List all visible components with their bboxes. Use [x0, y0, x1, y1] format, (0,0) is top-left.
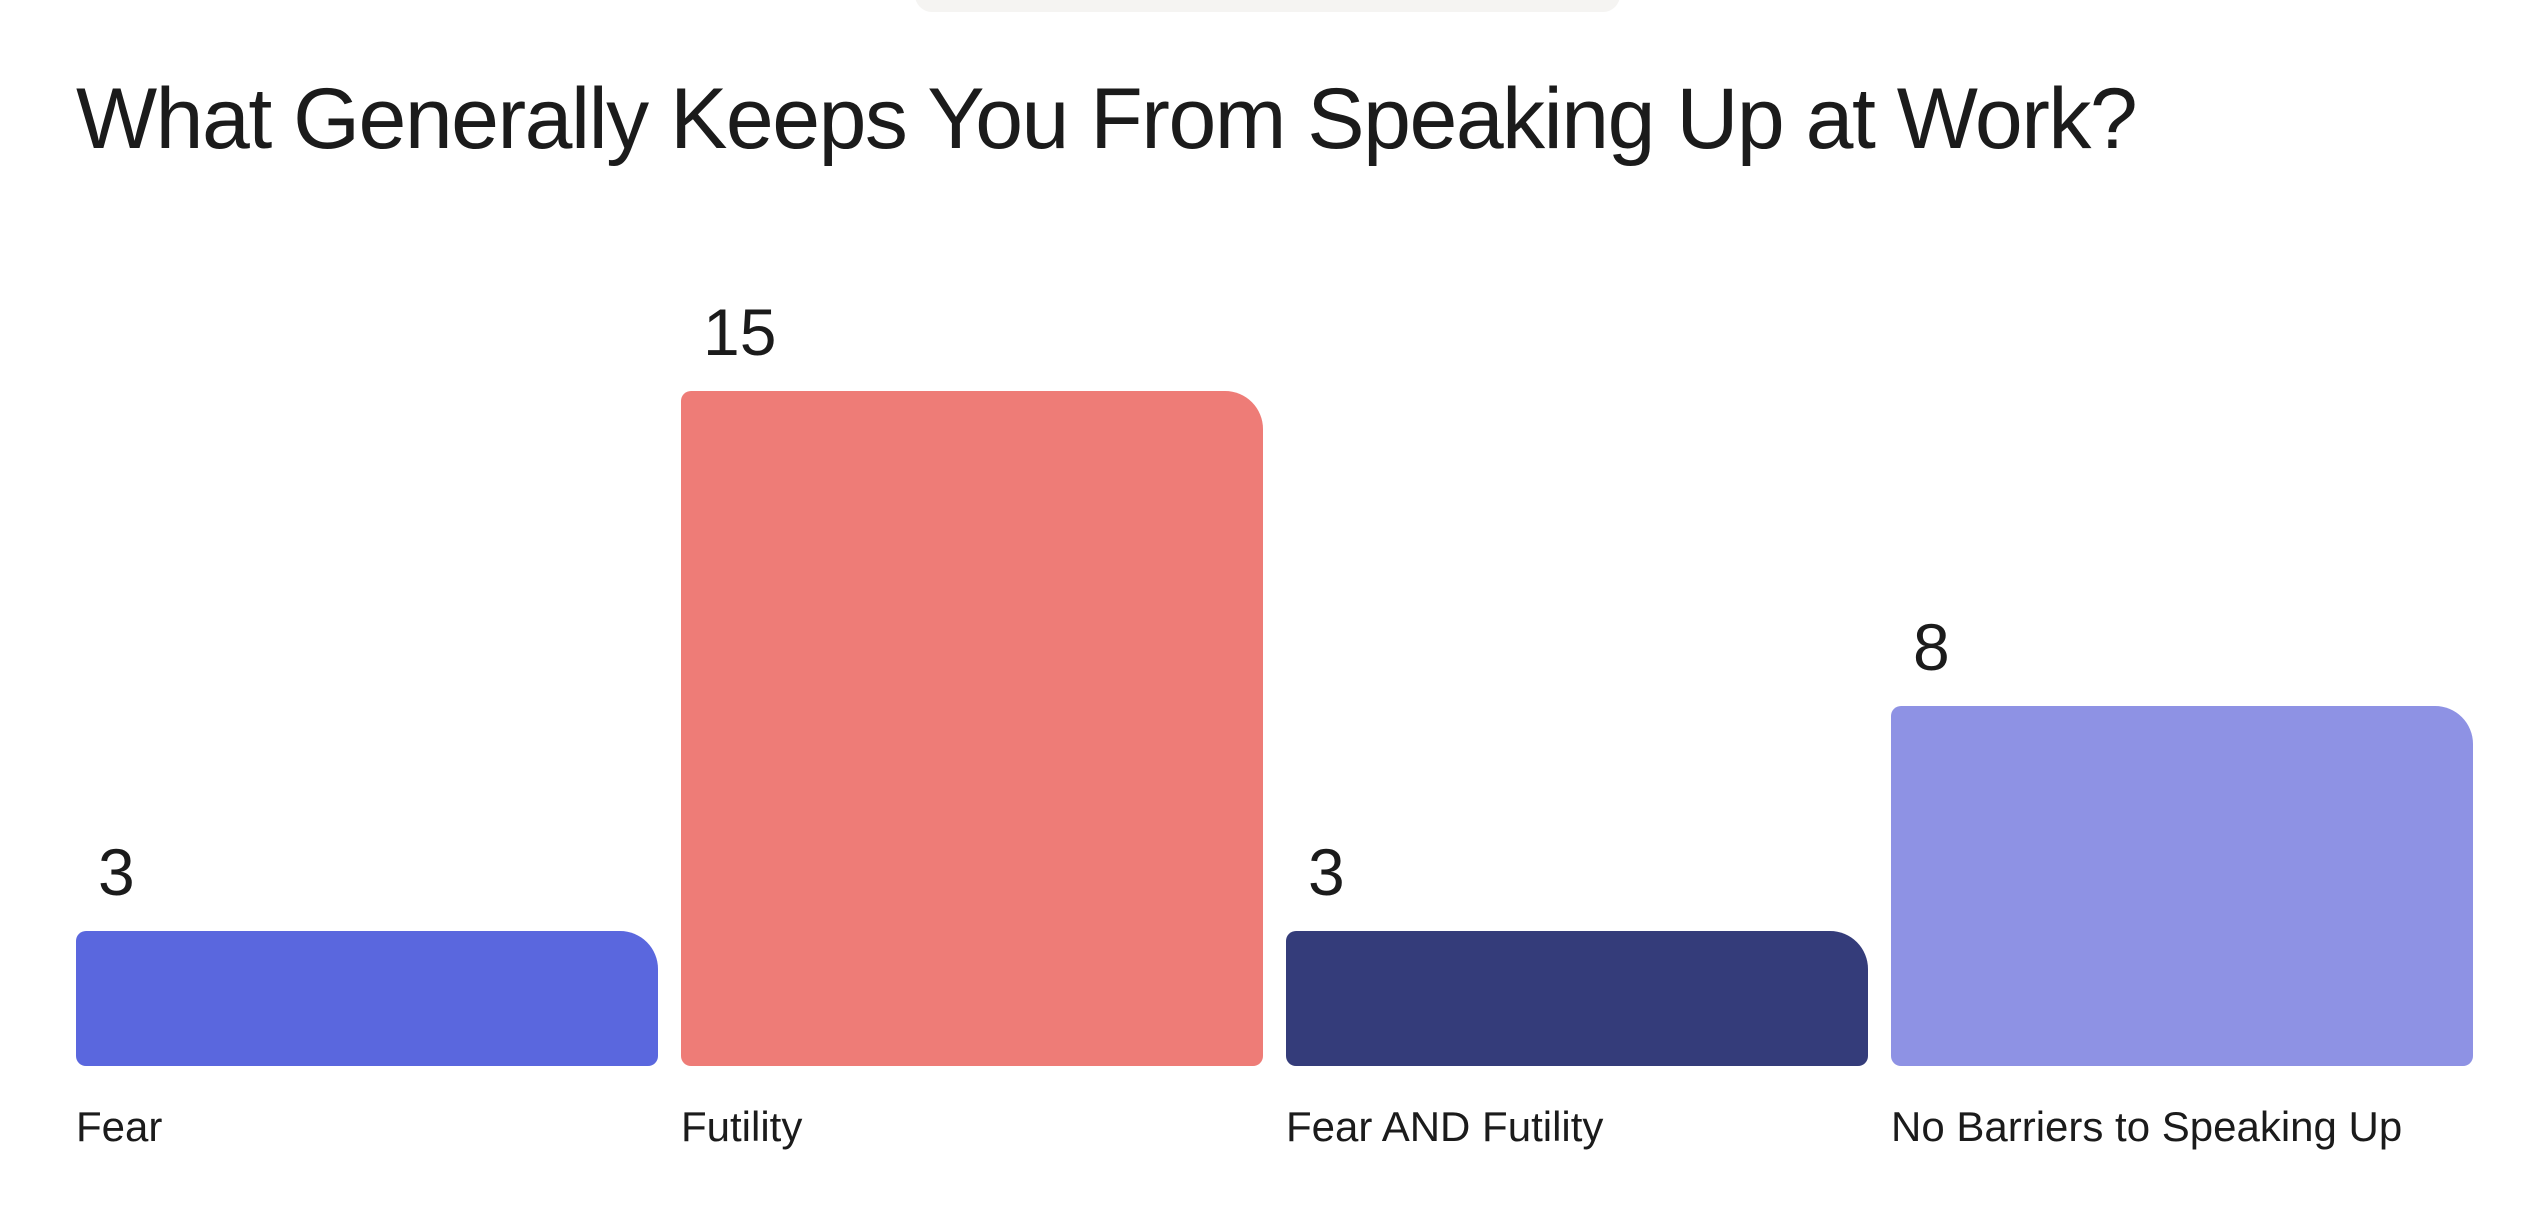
bar-fear-and-futility[interactable]	[1286, 931, 1868, 1066]
bar-chart: 3 Fear 15 Futility 3 Fear AND Futility 8…	[76, 299, 2473, 1150]
bar-group-futility: 15 Futility	[681, 299, 1263, 1150]
bar-fear[interactable]	[76, 931, 658, 1066]
category-label-no-barriers: No Barriers to Speaking Up	[1891, 1103, 2403, 1150]
value-label-fear-and-futility: 3	[1308, 835, 1345, 909]
bar-group-fear: 3 Fear	[76, 391, 658, 1150]
bar-futility[interactable]	[681, 391, 1263, 1066]
bar-group-fear-and-futility: 3 Fear AND Futility	[1286, 391, 1868, 1150]
value-label-fear: 3	[98, 835, 135, 909]
bar-group-no-barriers: 8 No Barriers to Speaking Up	[1891, 391, 2473, 1150]
toolbar-pill-fragment	[915, 0, 1620, 12]
value-label-futility: 15	[703, 295, 777, 369]
category-label-fear-and-futility: Fear AND Futility	[1286, 1103, 1604, 1150]
chart-title: What Generally Keeps You From Speaking U…	[76, 71, 2138, 167]
category-label-futility: Futility	[681, 1103, 803, 1150]
bar-no-barriers[interactable]	[1891, 706, 2473, 1066]
value-label-no-barriers: 8	[1913, 610, 1950, 684]
category-label-fear: Fear	[76, 1103, 163, 1150]
